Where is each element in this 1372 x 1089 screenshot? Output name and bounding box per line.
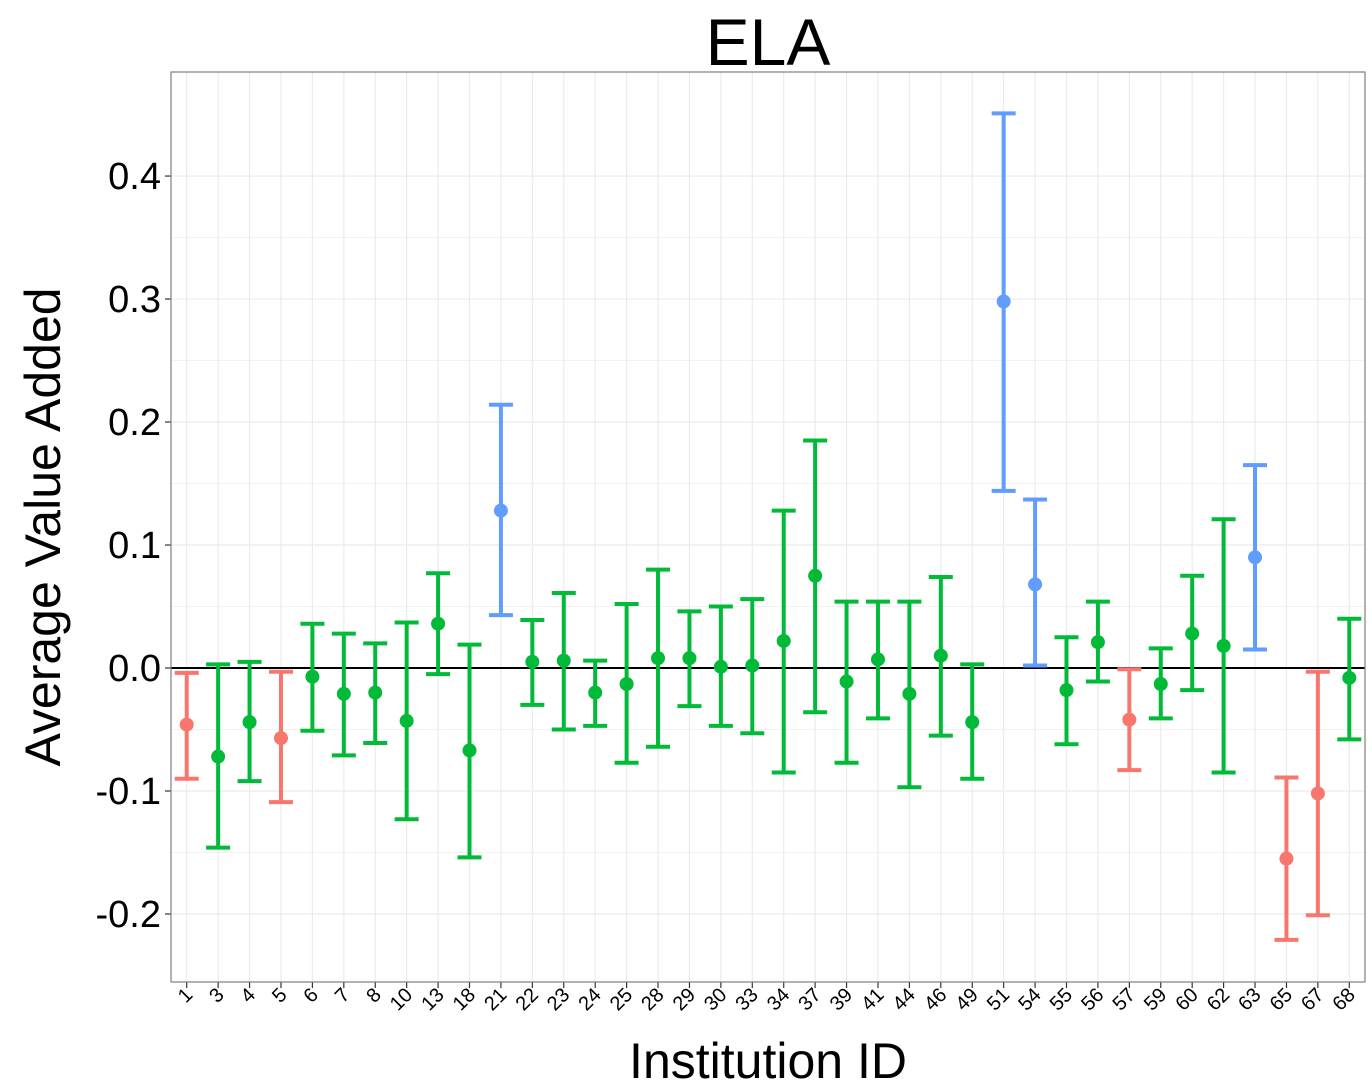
x-tick-label: 34 xyxy=(763,984,794,1015)
point xyxy=(493,503,508,518)
plot-background xyxy=(171,72,1365,982)
point xyxy=(651,651,666,666)
x-axis-label: Institution ID xyxy=(629,1033,907,1089)
x-tick-label: 60 xyxy=(1171,984,1202,1015)
plot-border xyxy=(170,71,1366,983)
x-tick-label: 65 xyxy=(1266,984,1297,1015)
y-axis-label: Average Value Added xyxy=(15,287,71,766)
x-tick-label: 22 xyxy=(512,984,543,1015)
x-tick-label: 59 xyxy=(1140,984,1171,1015)
point xyxy=(1059,683,1074,698)
point xyxy=(776,633,791,648)
point xyxy=(1216,638,1231,653)
point xyxy=(1342,670,1357,685)
x-tick-label: 49 xyxy=(951,984,982,1015)
point xyxy=(1090,635,1105,650)
x-tick-label: 21 xyxy=(480,984,511,1015)
point xyxy=(525,654,540,669)
x-tick-label: 63 xyxy=(1234,984,1265,1015)
point xyxy=(211,749,226,764)
y-tick-label: 0.2 xyxy=(108,402,161,444)
point xyxy=(368,685,383,700)
point xyxy=(965,715,980,730)
x-tick-label: 25 xyxy=(606,984,637,1015)
point xyxy=(242,715,257,730)
point xyxy=(1310,786,1325,801)
point xyxy=(745,658,760,673)
x-tick-label: 5 xyxy=(268,984,291,1007)
x-tick-label: 46 xyxy=(920,984,951,1015)
x-tick-label: 3 xyxy=(205,984,228,1007)
point xyxy=(933,648,948,663)
x-tick-label: 10 xyxy=(386,984,417,1015)
point xyxy=(713,659,728,674)
point xyxy=(1028,577,1043,592)
y-tick-label: 0.3 xyxy=(108,279,161,321)
x-tick-label: 24 xyxy=(574,984,605,1015)
x-tick-label: 37 xyxy=(794,984,825,1015)
point xyxy=(682,651,697,666)
point xyxy=(839,674,854,689)
x-tick-label: 18 xyxy=(449,984,480,1015)
x-tick-label: 1 xyxy=(174,984,197,1007)
point xyxy=(179,717,194,732)
x-tick-label: 62 xyxy=(1203,984,1234,1015)
point xyxy=(1185,626,1200,641)
point xyxy=(273,731,288,746)
y-tick-label: 0.0 xyxy=(108,648,161,690)
x-tick-label: 57 xyxy=(1109,984,1140,1015)
point xyxy=(996,294,1011,309)
y-tick-label: 0.1 xyxy=(108,525,161,567)
x-tick-label: 68 xyxy=(1329,984,1360,1015)
point xyxy=(1248,550,1263,565)
point xyxy=(1153,676,1168,691)
point xyxy=(1279,851,1294,866)
chart-title: ELA xyxy=(706,5,831,79)
point xyxy=(1122,712,1137,727)
x-tick-label: 44 xyxy=(889,984,920,1015)
x-tick-label: 54 xyxy=(1014,984,1045,1015)
y-tick-label: 0.4 xyxy=(108,156,161,198)
y-tick-label: -0.1 xyxy=(96,771,161,813)
point xyxy=(619,676,634,691)
x-tick-label: 33 xyxy=(732,984,763,1015)
x-tick-label: 29 xyxy=(669,984,700,1015)
x-tick-label: 13 xyxy=(417,984,448,1015)
point xyxy=(462,743,477,758)
x-tick-label: 51 xyxy=(983,984,1014,1015)
x-tick-label: 8 xyxy=(362,984,385,1007)
x-tick-label: 4 xyxy=(237,984,260,1007)
x-tick-label: 41 xyxy=(857,984,888,1015)
x-tick-label: 56 xyxy=(1077,984,1108,1015)
point xyxy=(431,616,446,631)
point xyxy=(588,685,603,700)
point xyxy=(902,686,917,701)
x-tick-label: 7 xyxy=(331,984,354,1007)
x-tick-label: 30 xyxy=(700,984,731,1015)
y-tick-label: -0.2 xyxy=(96,894,161,936)
x-tick-label: 23 xyxy=(543,984,574,1015)
point xyxy=(305,669,320,684)
x-tick-label: 67 xyxy=(1297,984,1328,1015)
x-tick-label: 39 xyxy=(826,984,857,1015)
x-tick-label: 28 xyxy=(637,984,668,1015)
x-tick-label: 6 xyxy=(300,984,323,1007)
point xyxy=(808,568,823,583)
point xyxy=(336,686,351,701)
point xyxy=(399,713,414,728)
x-tick-label: 55 xyxy=(1046,984,1077,1015)
point xyxy=(556,653,571,668)
point xyxy=(870,652,885,667)
